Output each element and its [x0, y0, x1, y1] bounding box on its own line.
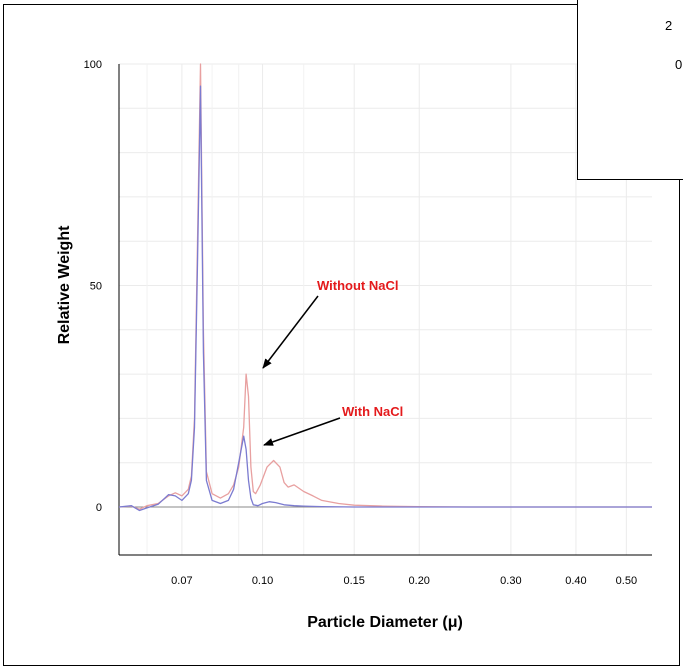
y-tick-label: 0: [96, 502, 102, 514]
x-tick-label: 0.50: [616, 575, 637, 587]
x-tick-label: 0.10: [252, 575, 273, 587]
tick-labels: 0 50 100 0.07 0.10 0.15 0.20 0.30 0.40 0.50: [84, 59, 637, 587]
arrow-without-nacl: [262, 295, 319, 369]
x-tick-label: 0.40: [565, 575, 586, 587]
x-tick-label: 0.20: [409, 575, 430, 587]
inset-tick-label: 0: [675, 57, 683, 72]
series-line-1: [118, 85, 652, 512]
arrow-with-nacl: [263, 417, 341, 446]
annotation-without-nacl: Without NaCl: [317, 278, 398, 293]
x-tick-label: 0.30: [500, 575, 521, 587]
y-tick-label: 100: [84, 59, 102, 71]
inset-tick-label: 2: [665, 18, 673, 33]
inset-panel: 2 0: [577, 0, 683, 180]
series-group: [118, 63, 652, 512]
figure-frame: [3, 4, 680, 666]
y-axis-title: Relative Weight: [56, 225, 73, 345]
x-tick-label: 0.07: [171, 575, 192, 587]
annotation-with-nacl: With NaCl: [342, 404, 403, 419]
series-line-0: [118, 63, 652, 510]
x-axis-title: Particle Diameter (μ): [307, 614, 463, 631]
y-tick-label: 50: [90, 281, 102, 293]
x-tick-label: 0.15: [343, 575, 364, 587]
